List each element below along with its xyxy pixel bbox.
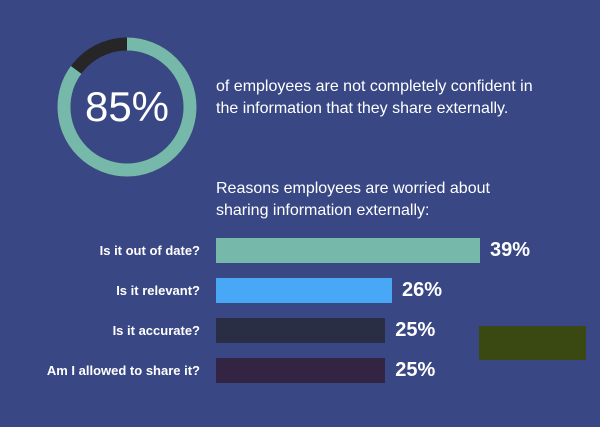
bar-value-label: 26% — [402, 279, 443, 301]
percent-donut — [57, 37, 197, 177]
bar-value-label: 25% — [395, 359, 436, 381]
bar-value-label: 25% — [395, 319, 436, 341]
bar-label: Is it out of date? — [99, 243, 200, 258]
headline-text: of employees are not completely confiden… — [216, 78, 533, 117]
bar-value-label: 39% — [490, 239, 531, 261]
bar — [216, 318, 386, 343]
bar-label: Am I allowed to share it? — [46, 363, 200, 378]
bar-label: Is it accurate? — [112, 323, 200, 338]
bar — [216, 278, 393, 303]
donut-filled-arc — [57, 37, 197, 177]
bar-label: Is it relevant? — [116, 283, 200, 298]
donut-value: 85% — [84, 83, 170, 130]
decorative-block — [479, 326, 586, 360]
bar — [216, 238, 481, 263]
bar — [216, 358, 386, 383]
chart-title: Reasons employees are worried about shar… — [216, 180, 490, 219]
